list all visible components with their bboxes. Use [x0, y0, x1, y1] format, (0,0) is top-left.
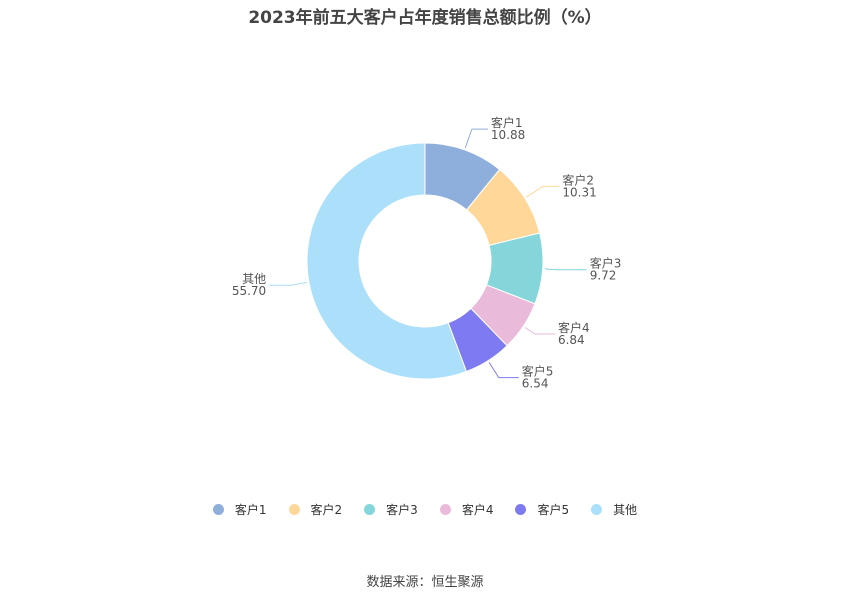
slice-value-5: 6.54 — [522, 377, 549, 391]
legend-item-6[interactable]: 其他 — [591, 501, 637, 518]
slice-value-6: 55.70 — [232, 284, 266, 298]
slice-value-3: 9.72 — [590, 269, 617, 283]
legend-marker-1 — [212, 503, 224, 515]
leader-line-4 — [524, 326, 555, 335]
leader-line-5 — [488, 362, 519, 379]
leader-line-3 — [544, 268, 587, 271]
legend-label-6: 其他 — [613, 502, 638, 517]
leader-line-6 — [269, 281, 308, 286]
slice-group — [306, 142, 544, 380]
chart-title: 2023年前五大客户占年度销售总额比例（%） — [248, 8, 602, 28]
legend-marker-6 — [591, 503, 603, 515]
legend-label-2: 客户2 — [310, 502, 343, 517]
slice-label-3: 客户3 — [590, 256, 622, 271]
legend-marker-2 — [288, 503, 300, 515]
legend-item-5[interactable]: 客户5 — [515, 501, 569, 518]
legend-item-2[interactable]: 客户2 — [288, 501, 343, 518]
legend-label-5: 客户5 — [537, 502, 570, 517]
slice-6[interactable] — [306, 142, 468, 380]
slice-label-6: 其他 — [242, 272, 266, 286]
legend-item-1[interactable]: 客户1 — [212, 501, 267, 518]
leader-line-1 — [464, 128, 488, 149]
slice-label-4: 客户4 — [558, 320, 590, 335]
legend-marker-3 — [364, 503, 376, 515]
leader-line-2 — [526, 185, 560, 198]
slice-value-2: 10.31 — [562, 185, 596, 199]
legend: 客户1 客户2 客户3 客户4 客户5 其他 — [0, 499, 850, 519]
legend-marker-5 — [515, 503, 527, 515]
legend-item-4[interactable]: 客户4 — [439, 501, 494, 518]
legend-label-4: 客户4 — [461, 502, 494, 517]
slice-label-2: 客户2 — [562, 172, 594, 187]
slice-value-1: 10.88 — [491, 128, 525, 142]
data-source-note: 数据来源：恒生聚源 — [366, 575, 484, 590]
legend-marker-4 — [439, 503, 451, 515]
slice-value-4: 6.84 — [558, 333, 585, 347]
slice-label-1: 客户1 — [491, 115, 523, 130]
legend-label-3: 客户3 — [386, 502, 418, 517]
slice-label-5: 客户5 — [522, 364, 554, 379]
legend-item-3[interactable]: 客户3 — [364, 501, 418, 518]
legend-label-1: 客户1 — [234, 502, 267, 517]
